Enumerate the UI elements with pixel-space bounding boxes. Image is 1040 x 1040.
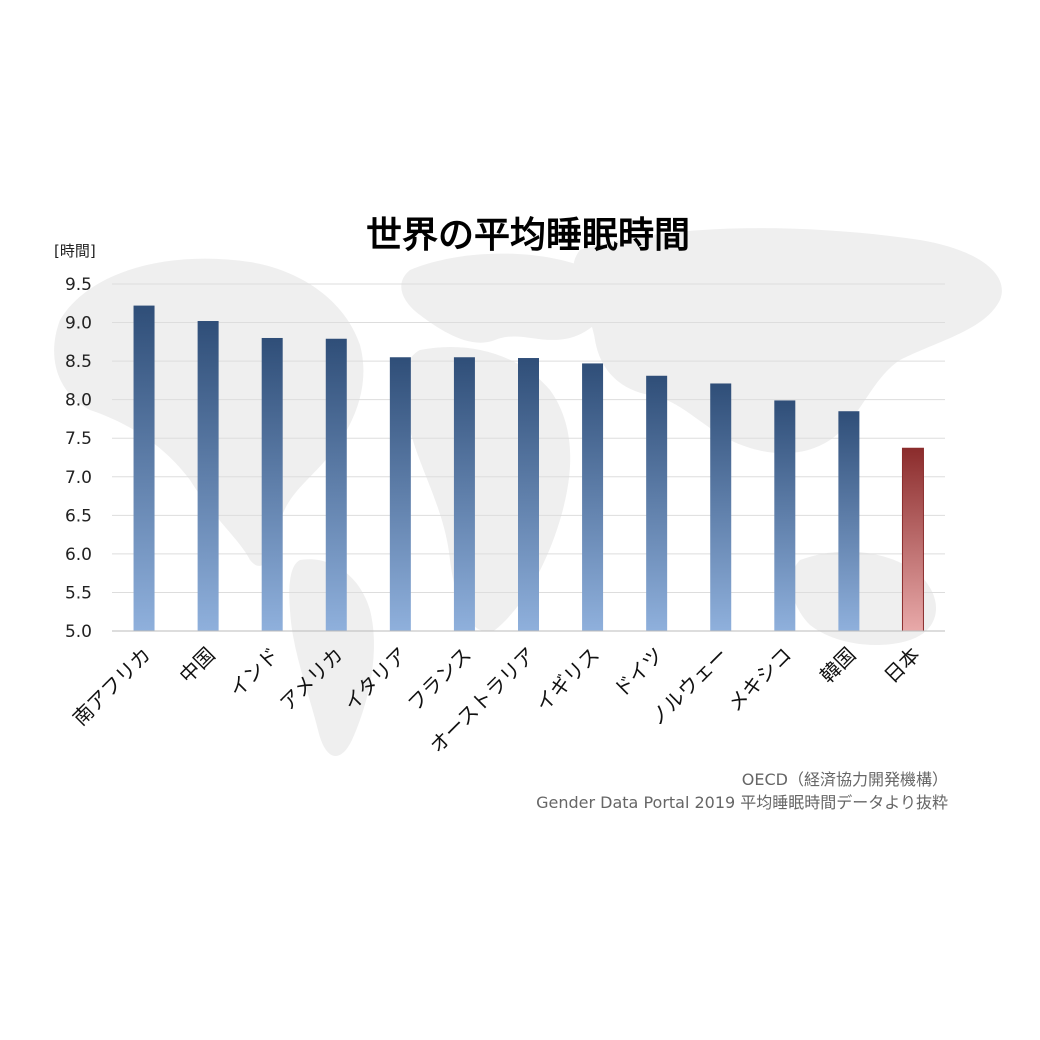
y-axis-unit-label: [時間] xyxy=(54,242,96,260)
x-category-label: 南アフリカ xyxy=(68,643,156,731)
y-tick-label: 5.0 xyxy=(65,622,92,642)
bar-10 xyxy=(774,400,796,631)
x-category-label: 韓国 xyxy=(815,643,860,688)
source-note-line-2: Gender Data Portal 2019 平均睡眠時間データより抜粋 xyxy=(536,793,948,812)
bar-5 xyxy=(453,357,475,631)
y-tick-label: 5.5 xyxy=(65,583,92,603)
x-category-label: 中国 xyxy=(174,643,219,688)
x-category-label: インド xyxy=(224,643,283,702)
y-tick-label: 8.5 xyxy=(65,352,92,372)
bar-12 xyxy=(901,447,924,632)
bar-3 xyxy=(325,338,347,631)
y-tick-label: 9.0 xyxy=(65,314,92,334)
y-tick-label: 6.5 xyxy=(65,506,92,526)
y-tick-label: 7.0 xyxy=(65,468,92,488)
x-category-label: メキシコ xyxy=(723,643,797,717)
bar-9 xyxy=(710,383,732,631)
x-category-label: ドイツ xyxy=(609,643,668,702)
bar-7 xyxy=(582,363,604,631)
y-axis-ticks: 9.5 9.0 8.5 8.0 7.5 7.0 6.5 6.0 5.5 5.0 xyxy=(65,275,92,642)
source-note-line-1: OECD（経済協力開発機構） xyxy=(742,770,948,789)
bar-11 xyxy=(838,411,860,631)
y-tick-label: 7.5 xyxy=(65,429,92,449)
bar-4 xyxy=(389,357,411,631)
y-tick-label: 9.5 xyxy=(65,275,92,295)
y-tick-label: 6.0 xyxy=(65,545,92,565)
bars xyxy=(133,305,924,632)
bar-8 xyxy=(646,375,668,631)
bar-1 xyxy=(197,321,219,631)
bar-0 xyxy=(133,305,155,631)
chart-title: 世界の平均睡眠時間 xyxy=(366,215,690,256)
x-category-label: 日本 xyxy=(879,643,924,688)
x-category-label: イギリス xyxy=(531,643,605,717)
bar-2 xyxy=(261,337,283,631)
bar-6 xyxy=(518,358,539,631)
y-tick-label: 8.0 xyxy=(65,391,92,411)
